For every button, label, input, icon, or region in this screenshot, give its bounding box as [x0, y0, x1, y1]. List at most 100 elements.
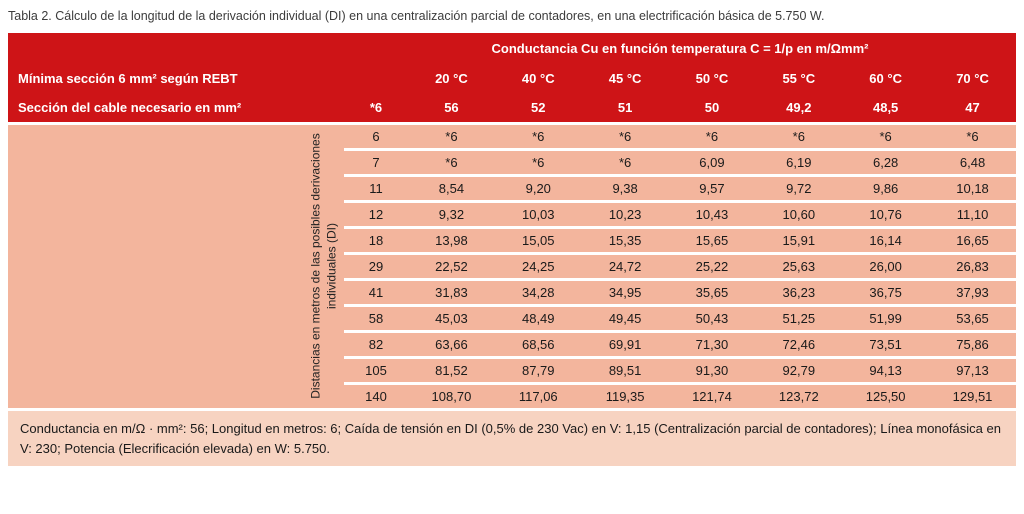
distance-cell: 29 [344, 251, 408, 279]
table-cell: 73,51 [842, 329, 930, 357]
table-cell: 34,28 [494, 277, 582, 305]
table-cell: 22,52 [408, 251, 495, 279]
header-empty-cell [344, 63, 408, 93]
conductance-value: 51 [581, 93, 669, 123]
table-cell: 87,79 [494, 355, 582, 383]
table-row: 11 8,54 9,20 9,38 9,57 9,72 9,86 10,18 [8, 173, 1016, 201]
table-cell: *6 [408, 121, 495, 149]
table-cell: *6 [494, 121, 582, 149]
table-cell: 48,49 [494, 303, 582, 331]
side-label: Distancias en metros de las posibles der… [308, 133, 338, 399]
table-row: Distancias en metros de las posibles der… [8, 121, 1016, 408]
table-cell: 53,65 [929, 303, 1016, 331]
conductance-value: 56 [408, 93, 495, 123]
table-row: 7 *6 *6 *6 6,09 6,19 6,28 6,48 [8, 147, 1016, 175]
table-cell: 129,51 [929, 381, 1016, 408]
distance-cell: 12 [344, 199, 408, 227]
table-cell: 15,05 [494, 225, 582, 253]
table-cell: 9,57 [668, 173, 756, 201]
table-cell: 13,98 [408, 225, 495, 253]
table-cell: 10,03 [494, 199, 582, 227]
table-cell: 6,19 [755, 147, 843, 175]
min-section-label: Mínima sección 6 mm² según REBT [8, 63, 344, 93]
table-cell: 72,46 [755, 329, 843, 357]
table-cell: 6,28 [842, 147, 930, 175]
distance-cell: 58 [344, 303, 408, 331]
table-cell: 92,79 [755, 355, 843, 383]
distance-cell: 7 [344, 147, 408, 175]
table-cell: 68,56 [494, 329, 582, 357]
table-cell: 123,72 [755, 381, 843, 408]
table-cell: 89,51 [581, 355, 669, 383]
table-cell: 6,48 [929, 147, 1016, 175]
header-row-conductances: Sección del cable necesario en mm² *6 56… [8, 93, 1016, 123]
table-footnote: Conductancia en m/Ω · mm²: 56; Longitud … [8, 411, 1016, 466]
side-label-cell: Distancias en metros de las posibles der… [304, 121, 344, 408]
table-cell: 16,14 [842, 225, 930, 253]
table-cell: *6 [494, 147, 582, 175]
conductance-value: 52 [494, 93, 582, 123]
temp-header: 45 °C [581, 63, 669, 93]
table-cell: 9,20 [494, 173, 582, 201]
table-cell: *6 [755, 121, 843, 149]
table-row: 41 31,83 34,28 34,95 35,65 36,23 36,75 37,93 [8, 277, 1016, 305]
table-cell: 117,06 [494, 381, 582, 408]
header-row-title: Conductancia Cu en función temperatura C… [8, 33, 1016, 63]
table-cell: 34,95 [581, 277, 669, 305]
table-cell: 94,13 [842, 355, 930, 383]
table-cell: 91,30 [668, 355, 756, 383]
table-cell: 6,09 [668, 147, 756, 175]
table-cell: 69,91 [581, 329, 669, 357]
conductance-value: 49,2 [755, 93, 843, 123]
table-cell: 63,66 [408, 329, 495, 357]
table-cell: 51,99 [842, 303, 930, 331]
table-body: Distancias en metros de las posibles der… [8, 121, 1016, 408]
conductance-title: Conductancia Cu en función temperatura C… [344, 33, 1016, 63]
table-cell: 15,35 [581, 225, 669, 253]
table-cell: 26,83 [929, 251, 1016, 279]
table-cell: 97,13 [929, 355, 1016, 383]
table-row: 105 81,52 87,79 89,51 91,30 92,79 94,13 97,13 [8, 355, 1016, 383]
conductance-value: 47 [929, 93, 1016, 123]
table-cell: 75,86 [929, 329, 1016, 357]
distance-cell: 140 [344, 381, 408, 408]
table-row: 29 22,52 24,25 24,72 25,22 25,63 26,00 26,83 [8, 251, 1016, 279]
table-cell: 24,72 [581, 251, 669, 279]
table-row: 140 108,70 117,06 119,35 121,74 123,72 125,50 1… [8, 381, 1016, 408]
distance-cell: 82 [344, 329, 408, 357]
table-cell: 119,35 [581, 381, 669, 408]
table-cell: 15,91 [755, 225, 843, 253]
table-cell: 49,45 [581, 303, 669, 331]
table-cell: 36,23 [755, 277, 843, 305]
table-cell: 9,72 [755, 173, 843, 201]
table-cell: 9,38 [581, 173, 669, 201]
table-cell: 15,65 [668, 225, 756, 253]
table-cell: 51,25 [755, 303, 843, 331]
table-cell: *6 [668, 121, 756, 149]
distance-cell: 11 [344, 173, 408, 201]
distance-cell: 6 [344, 121, 408, 149]
derivation-length-table: Conductancia Cu en función temperatura C… [8, 33, 1016, 408]
table-cell: 8,54 [408, 173, 495, 201]
temp-header: 55 °C [755, 63, 843, 93]
table-row: 12 9,32 10,03 10,23 10,43 10,60 10,76 11,10 [8, 199, 1016, 227]
table-cell: 81,52 [408, 355, 495, 383]
temp-header: 50 °C [668, 63, 756, 93]
table-cell: 11,10 [929, 199, 1016, 227]
temp-header: 20 °C [408, 63, 495, 93]
table-cell: *6 [842, 121, 930, 149]
table-cell: 125,50 [842, 381, 930, 408]
table-cell: 25,22 [668, 251, 756, 279]
table-cell: 10,43 [668, 199, 756, 227]
table-cell: *6 [581, 121, 669, 149]
table-cell: 121,74 [668, 381, 756, 408]
table-cell: *6 [408, 147, 495, 175]
temp-header: 40 °C [494, 63, 582, 93]
table-cell: 31,83 [408, 277, 495, 305]
table-cell: 10,23 [581, 199, 669, 227]
table-cell: 35,65 [668, 277, 756, 305]
table-row: 58 45,03 48,49 49,45 50,43 51,25 51,99 53,65 [8, 303, 1016, 331]
table-cell: 50,43 [668, 303, 756, 331]
table-cell: 108,70 [408, 381, 495, 408]
